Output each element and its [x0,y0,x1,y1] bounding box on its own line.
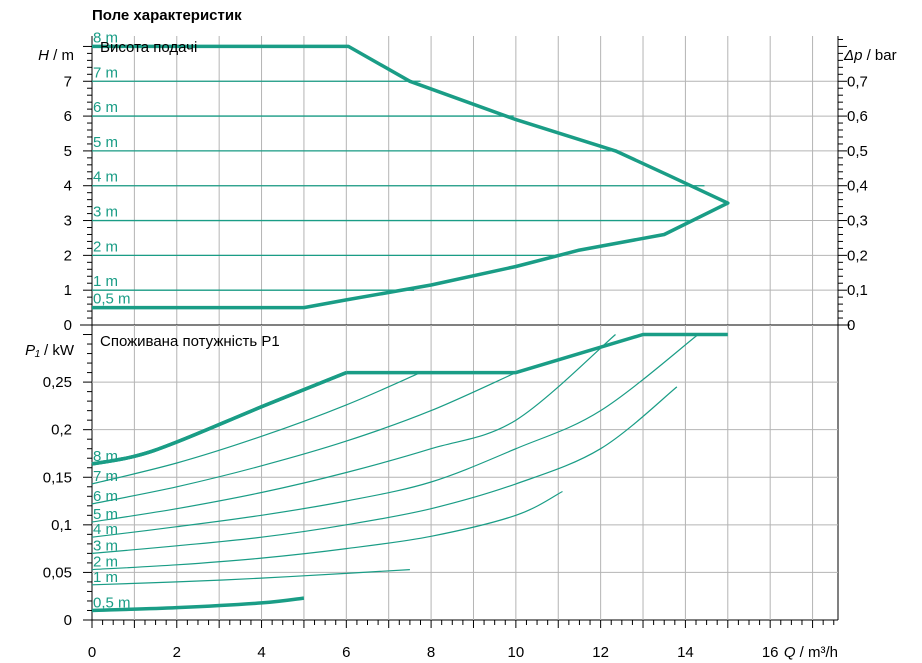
power-tick-label: 0,25 [43,374,72,391]
power-tick-label: 0,1 [51,517,72,534]
head-panel-label: Висота подачі [100,39,197,56]
power-curve-label: 2 m [93,554,118,571]
head-y-axis-label: H / m [38,47,74,64]
head-envelope-curve [92,44,730,310]
head-axis-ticks: 0 1 2 3 4 5 6 7 0 0,1 0,2 0,3 0,4 0,5 0,6 0,7 [64,36,868,621]
head-curve-label: 5 m [93,134,118,151]
head-grid [92,36,838,325]
pressure-tick-label: 0 [847,317,855,334]
head-curve-label: 2 m [93,238,118,255]
chart-title: Поле характеристик [92,7,242,24]
flow-tick-label: 2 [173,644,181,661]
power-envelope-curve [91,370,347,466]
head-curve-label: 7 m [93,64,118,81]
head-tick-label: 0 [64,317,72,334]
power-curve-label: 8 m [93,448,118,465]
flow-axis-label: Q / m³/h [784,644,838,661]
flow-tick-label: 10 [508,644,525,661]
flow-tick-label: 8 [427,644,435,661]
power-panel-label: Споживана потужність P1 [100,333,280,350]
power-curve-label: 3 m [93,537,118,554]
power-curve-5-m [91,334,616,523]
power-curve-label: 6 m [93,488,118,505]
pressure-tick-label: 0,4 [847,178,868,195]
power-curve-1-m [91,569,410,586]
flow-axis-ticks: 0 2 4 6 8 10 12 14 16 [88,620,835,661]
power-curves [91,332,728,613]
head-tick-label: 1 [64,282,72,299]
power-curve-2-m [91,490,563,571]
head-curve-label: 4 m [93,169,118,186]
power-tick-label: 0 [64,612,72,629]
head-curve-label: 0,5 m [93,291,131,308]
flow-tick-label: 14 [677,644,694,661]
power-curve-3-m [91,386,678,554]
power-tick-label: 0,15 [43,469,72,486]
flow-tick-label: 0 [88,644,96,661]
head-tick-label: 3 [64,213,72,230]
head-tick-label: 5 [64,143,72,160]
flow-tick-label: 4 [257,644,265,661]
power-curve-7-m [91,372,421,485]
power-curve-6-m [91,372,517,505]
pressure-tick-label: 0,3 [847,213,868,230]
flow-tick-label: 12 [592,644,609,661]
head-tick-label: 2 [64,247,72,264]
head-tick-label: 6 [64,108,72,125]
pressure-tick-label: 0,7 [847,73,868,90]
power-y-axis-label: P₁ / kW [25,342,75,359]
head-tick-label: 7 [64,73,72,90]
power-grid [92,325,838,620]
head-curve-label: 8 m [93,29,118,46]
power-curve-label: 5 m [93,506,118,523]
head-tick-label: 4 [64,178,72,195]
power-panel: 0 0,05 0,1 0,15 0,2 0,25 8 m 7 m 6 m5 m4 m3 m2 … [25,325,838,629]
head-curve-label: 1 m [93,273,118,290]
power-tick-label: 0,05 [43,564,72,581]
head-curve-label: 6 m [93,99,118,116]
power-tick-label: 0,2 [51,422,72,439]
power-curve-labels: 8 m 7 m 6 m5 m4 m3 m2 m1 m 0,5 m [93,448,131,612]
flow-tick-label: 6 [342,644,350,661]
head-curve-label: 3 m [93,204,118,221]
power-curve-label: 1 m [93,569,118,586]
pressure-tick-label: 0,5 [847,143,868,160]
power-axis-ticks: 0 0,05 0,1 0,15 0,2 0,25 [43,334,92,629]
head-curves [92,44,730,310]
power-curve-0-5-m [91,596,305,613]
pressure-tick-label: 0,6 [847,108,868,125]
power-curve-label: 4 m [93,521,118,538]
power-curve-4-m [91,334,699,538]
power-curve-label: 7 m [93,468,118,485]
power-envelope-top [346,332,728,375]
head-curve-labels: 8 m 7 m 6 m 5 m 4 m 3 m 2 m 1 m0,5 m [93,29,131,307]
pressure-axis-label: Δp / bar [843,47,897,64]
flow-tick-label: 16 [762,644,779,661]
pressure-tick-label: 0,2 [847,247,868,264]
pressure-tick-label: 0,1 [847,282,868,299]
power-curve-label: 0,5 m [93,594,131,611]
head-panel: 0 1 2 3 4 5 6 7 0 0,1 0,2 0,3 0,4 0,5 0,6 0,7 8 m 7 m 6 m… [38,29,897,621]
